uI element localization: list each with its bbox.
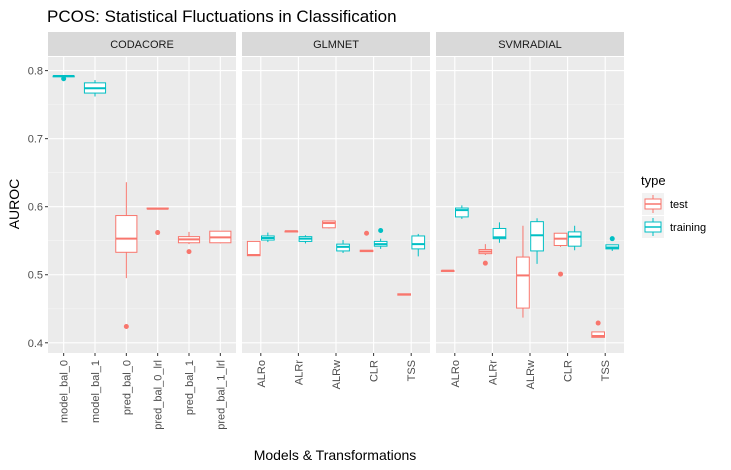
x-tick-label: TSS [600, 360, 612, 381]
legend-title: type [641, 173, 666, 188]
outlier-point [61, 76, 67, 82]
box-body [246, 240, 261, 257]
box-pred_bal_0_lrl-test [146, 207, 169, 236]
box-pred_bal_1-test [177, 231, 201, 255]
box-body [516, 256, 530, 309]
x-tick-label: CLR [563, 360, 575, 382]
box-alrr-training [298, 235, 313, 244]
x-tick-label: pred_bal_0_lrl [153, 360, 165, 430]
box-body [115, 215, 138, 253]
x-tick-label: model_bal_0 [59, 360, 71, 423]
box-alro-test [440, 269, 455, 272]
legend-label: test [670, 199, 688, 211]
box-tss-test [397, 293, 411, 296]
box-clr-test [553, 232, 568, 277]
box-body [492, 227, 507, 240]
box-alrr-test [284, 230, 299, 233]
x-tick-label: CLR [369, 360, 381, 382]
box-body [322, 220, 336, 229]
chart-title: PCOS: Statistical Fluctuations in Classi… [47, 7, 397, 26]
box-pred_bal_1_lrl-test [209, 230, 232, 244]
box-tss-training [411, 233, 426, 257]
x-tick-label: TSS [406, 360, 418, 381]
outlier-point [378, 228, 384, 234]
x-tick-label: pred_bal_1_lrl [215, 360, 227, 430]
y-tick-label: 0.7 [28, 134, 43, 146]
box-body [567, 231, 582, 247]
box-clr-test [359, 230, 374, 253]
x-tick-label: ALRr [487, 360, 499, 385]
legend-entry-training: training [642, 216, 706, 238]
y-tick-label: 0.6 [28, 202, 43, 214]
outlier-point [595, 320, 601, 326]
outlier-point [186, 249, 192, 255]
box-body [591, 331, 605, 338]
facet-strip [436, 32, 624, 56]
panel-background [48, 57, 236, 353]
facet-strip-label: SVMRADIAL [498, 39, 562, 51]
outlier-point [609, 236, 615, 242]
x-tick-label: model_bal_1 [90, 360, 102, 423]
outlier-point [558, 271, 564, 277]
box-alro-training [261, 232, 275, 243]
y-tick-label: 0.4 [28, 338, 43, 350]
box-alrw-test [322, 220, 336, 229]
box-alrw-training [530, 218, 544, 264]
outlier-point [155, 230, 161, 236]
legend: type test training [641, 173, 706, 238]
legend-label: training [670, 222, 706, 234]
panel-svmradial: SVMRADIAL ALRo ALRr ALRw CLR TSS [436, 32, 624, 389]
box-alrw-training [336, 240, 350, 253]
box-model_bal_0-training [52, 75, 75, 82]
x-tick-label: ALRw [331, 360, 343, 389]
x-tick-label: pred_bal_0 [121, 360, 133, 415]
outlier-point [482, 260, 488, 266]
outlier-point [364, 230, 370, 236]
facet-strip [48, 32, 236, 56]
box-clr-training [373, 228, 388, 249]
box-tss-training [605, 236, 620, 251]
box-alro-training [455, 205, 469, 219]
legend-entry-test: test [642, 193, 688, 215]
y-axis: 0.4 0.5 0.6 0.7 0.8 [28, 66, 48, 350]
x-axis-title: Models & Transformations [254, 447, 417, 463]
x-tick-label: ALRo [256, 360, 268, 388]
box-body [455, 207, 469, 218]
y-axis-title: AUROC [6, 179, 22, 230]
box-alrr-training [492, 222, 507, 243]
box-alrr-test [478, 244, 493, 266]
box-model_bal_1-training [83, 80, 107, 97]
x-tick-label: ALRw [525, 360, 537, 389]
facet-strip-label: GLMNET [313, 39, 359, 51]
y-tick-label: 0.8 [28, 66, 43, 78]
x-tick-label: ALRr [293, 360, 305, 385]
y-tick-label: 0.5 [28, 270, 43, 282]
box-body [411, 235, 426, 250]
facet-strip [242, 32, 430, 56]
box-alro-test [246, 240, 261, 257]
box-tss-test [591, 320, 605, 338]
facet-strip-label: CODACORE [110, 39, 174, 51]
panel-codacore: CODACORE model_bal_0 model_bal_1 pred_bal_0… [48, 32, 236, 430]
outlier-point [123, 323, 129, 329]
box-pred_bal_0-test [115, 182, 138, 329]
box-clr-training [567, 225, 582, 251]
panel-glmnet: GLMNET ALRo ALRr ALRw CLR TSS [242, 32, 430, 389]
box-body [530, 221, 544, 252]
x-tick-label: pred_bal_1 [184, 360, 196, 415]
box-alrw-test [516, 225, 530, 318]
facet-panels: CODACORE model_bal_0 model_bal_1 pred_bal_0… [48, 32, 624, 430]
x-tick-label: ALRo [450, 360, 462, 388]
